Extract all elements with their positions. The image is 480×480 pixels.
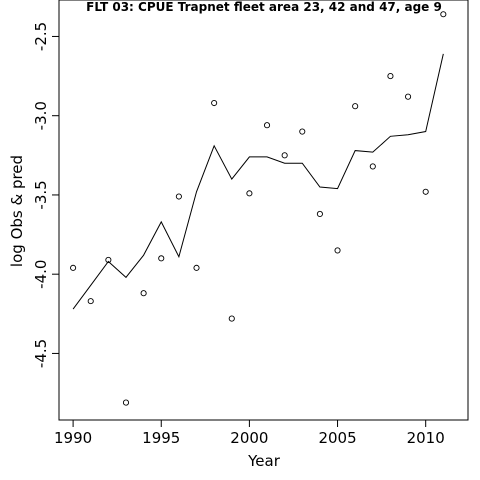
- observed-point: [387, 73, 394, 80]
- observed-point: [405, 93, 412, 100]
- observed-point: [369, 163, 376, 170]
- fitted-line: [72, 53, 444, 310]
- y-tick-label: -3.5: [32, 180, 50, 209]
- observed-points-layer: [70, 11, 447, 406]
- observed-point: [334, 247, 341, 254]
- y-axis: -4.5 -4.0 -3.5 -3.0 -2.5: [32, 22, 60, 368]
- x-axis: 1990 1995 2000 2005 2010: [54, 419, 445, 447]
- x-tick-label: 2005: [318, 429, 356, 447]
- chart-title: FLT 03: CPUE Trapnet fleet area 23, 42 a…: [86, 0, 442, 14]
- fitted-line-layer: [72, 53, 444, 310]
- observed-point: [228, 315, 235, 322]
- observed-point: [105, 256, 112, 263]
- x-axis-label: Year: [247, 452, 281, 470]
- observed-point: [175, 193, 182, 200]
- observed-point: [140, 290, 147, 297]
- observed-point: [87, 298, 94, 305]
- y-tick-label: -3.0: [32, 101, 50, 130]
- observed-point: [352, 103, 359, 110]
- observed-point: [440, 11, 447, 18]
- observed-point: [316, 210, 323, 218]
- plot-frame: [58, 0, 469, 421]
- observed-point: [70, 264, 77, 271]
- observed-point: [158, 255, 165, 262]
- observed-point: [422, 188, 429, 195]
- observed-point: [246, 190, 253, 197]
- observed-point: [211, 99, 218, 107]
- y-axis-label: log Obs & pred: [8, 155, 26, 267]
- x-tick-label: 2010: [407, 429, 445, 447]
- y-tick-label: -4.0: [32, 260, 50, 289]
- observed-point: [193, 264, 200, 271]
- y-tick-label: -2.5: [32, 22, 50, 51]
- observed-point: [299, 128, 306, 135]
- observed-point: [122, 399, 130, 406]
- observed-point: [263, 122, 271, 129]
- y-tick-label: -4.5: [32, 339, 50, 368]
- x-tick-label: 1990: [54, 429, 92, 447]
- x-tick-label: 2000: [230, 429, 268, 447]
- x-tick-label: 1995: [142, 429, 180, 447]
- observed-point: [281, 152, 288, 159]
